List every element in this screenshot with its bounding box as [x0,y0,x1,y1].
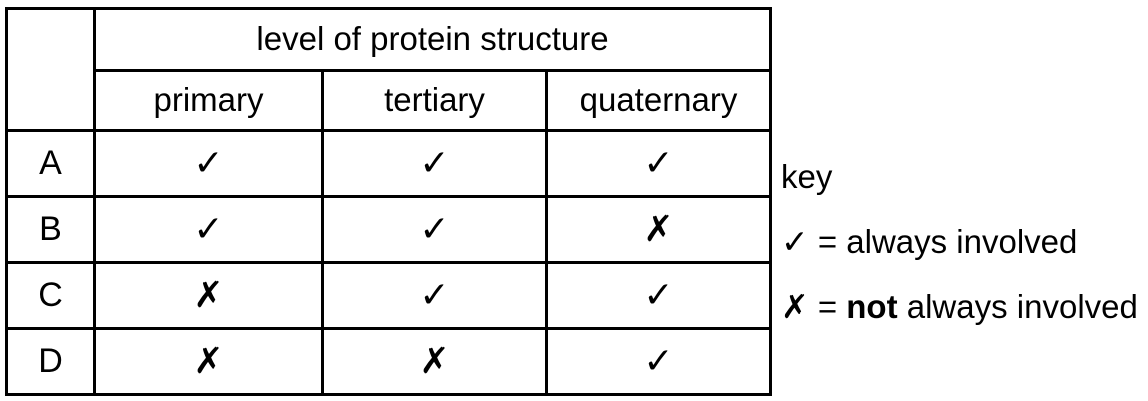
key-entry-check-text: always involved [846,222,1078,260]
table-row-c: C ✗ ✓ ✓ [5,261,772,330]
key-entry-cross-separator: = [808,287,847,325]
row-label-a: A [5,129,96,198]
cell-a-tertiary: ✓ [321,129,548,198]
cell-c-tertiary: ✓ [321,261,548,330]
key-entry-cross-bold: not [846,287,898,325]
cell-c-primary: ✗ [93,261,324,330]
key-entry-check: ✓ = always involved [781,209,1138,274]
row-label-b: B [5,195,96,264]
column-header-quaternary: quaternary [545,69,772,132]
table-row-d: D ✗ ✗ ✓ [5,327,772,396]
cross-symbol: ✗ [781,287,809,326]
column-header-primary: primary [93,69,324,132]
key-title: key [781,144,1138,209]
cell-d-tertiary: ✗ [321,327,548,396]
cell-d-primary: ✗ [93,327,324,396]
cell-b-primary: ✓ [93,195,324,264]
corner-cell [5,7,96,132]
row-label-c: C [5,261,96,330]
cell-c-quaternary: ✓ [545,261,772,330]
key-entry-cross-text: always involved [897,287,1138,325]
cell-a-primary: ✓ [93,129,324,198]
table-row-a: A ✓ ✓ ✓ [5,129,772,198]
key-title-label: key [781,157,833,195]
key-entry-check-separator: = [808,222,847,260]
cell-a-quaternary: ✓ [545,129,772,198]
cell-d-quaternary: ✓ [545,327,772,396]
key-entry-cross: ✗ = not always involved [781,274,1138,339]
table-row-b: B ✓ ✓ ✗ [5,195,772,264]
row-label-d: D [5,327,96,396]
cell-b-quaternary: ✗ [545,195,772,264]
group-header: level of protein structure [93,7,772,72]
cell-b-tertiary: ✓ [321,195,548,264]
key-legend: key ✓ = always involved ✗ = not always i… [781,144,1138,339]
check-symbol: ✓ [781,222,809,261]
protein-structure-table: level of protein structure primary terti… [5,7,772,396]
column-header-tertiary: tertiary [321,69,548,132]
